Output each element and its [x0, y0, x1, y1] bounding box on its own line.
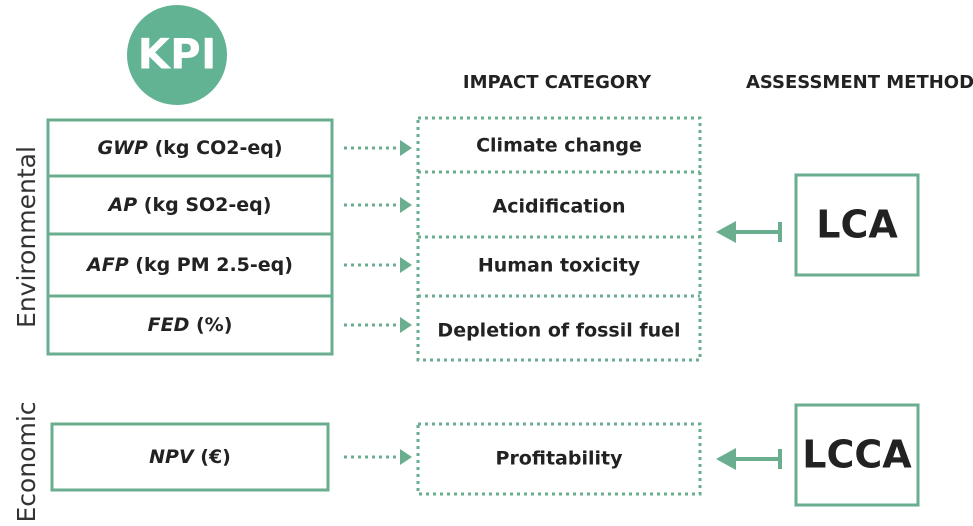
impact-label: Human toxicity — [478, 255, 641, 277]
arrow-head — [400, 317, 412, 333]
arrow-head — [400, 140, 412, 156]
arrow-head — [716, 448, 736, 470]
kpi-box — [46, 118, 334, 356]
kpi-abbr: GWP — [97, 137, 148, 159]
section-label: Economic — [12, 401, 41, 522]
impact-label: Profitability — [496, 448, 624, 470]
kpi-label: NPV (€) — [149, 446, 231, 468]
method-label: LCCA — [802, 433, 912, 477]
method-box — [794, 173, 920, 277]
kpi-abbr: AFP — [85, 254, 129, 276]
arrow-head — [716, 221, 736, 243]
kpi-unit: (%) — [196, 314, 232, 336]
kpi-box — [50, 422, 330, 492]
kpi-badge-label: KPI — [138, 30, 217, 79]
section-label: Environmental — [12, 146, 41, 328]
header: ASSESSMENT METHOD — [746, 72, 973, 93]
arrow-head — [400, 257, 412, 273]
kpi-unit: (kg CO2-eq) — [155, 137, 283, 159]
kpi-label: FED (%) — [148, 314, 233, 336]
arrow-head — [400, 449, 412, 465]
kpi-abbr: AP — [107, 194, 138, 216]
impact-box — [416, 116, 702, 362]
impact-label: Climate change — [476, 135, 642, 157]
method-label: LCA — [816, 203, 898, 247]
kpi-badge — [127, 5, 227, 105]
impact-box — [416, 422, 702, 496]
kpi-label: AP (kg SO2-eq) — [107, 194, 272, 216]
impact-label: Acidification — [493, 196, 626, 218]
kpi-unit: (kg PM 2.5-eq) — [135, 254, 293, 276]
arrow-head — [400, 197, 412, 213]
method-box — [794, 403, 920, 507]
kpi-abbr: NPV — [149, 446, 195, 468]
impact-label: Depletion of fossil fuel — [437, 320, 680, 342]
kpi-label: GWP (kg CO2-eq) — [97, 137, 282, 159]
kpi-abbr: FED — [148, 314, 190, 336]
header: IMPACT CATEGORY — [463, 72, 652, 93]
kpi-label: AFP (kg PM 2.5-eq) — [85, 254, 293, 276]
kpi-unit: (€) — [200, 446, 231, 468]
kpi-unit: (kg SO2-eq) — [144, 194, 272, 216]
